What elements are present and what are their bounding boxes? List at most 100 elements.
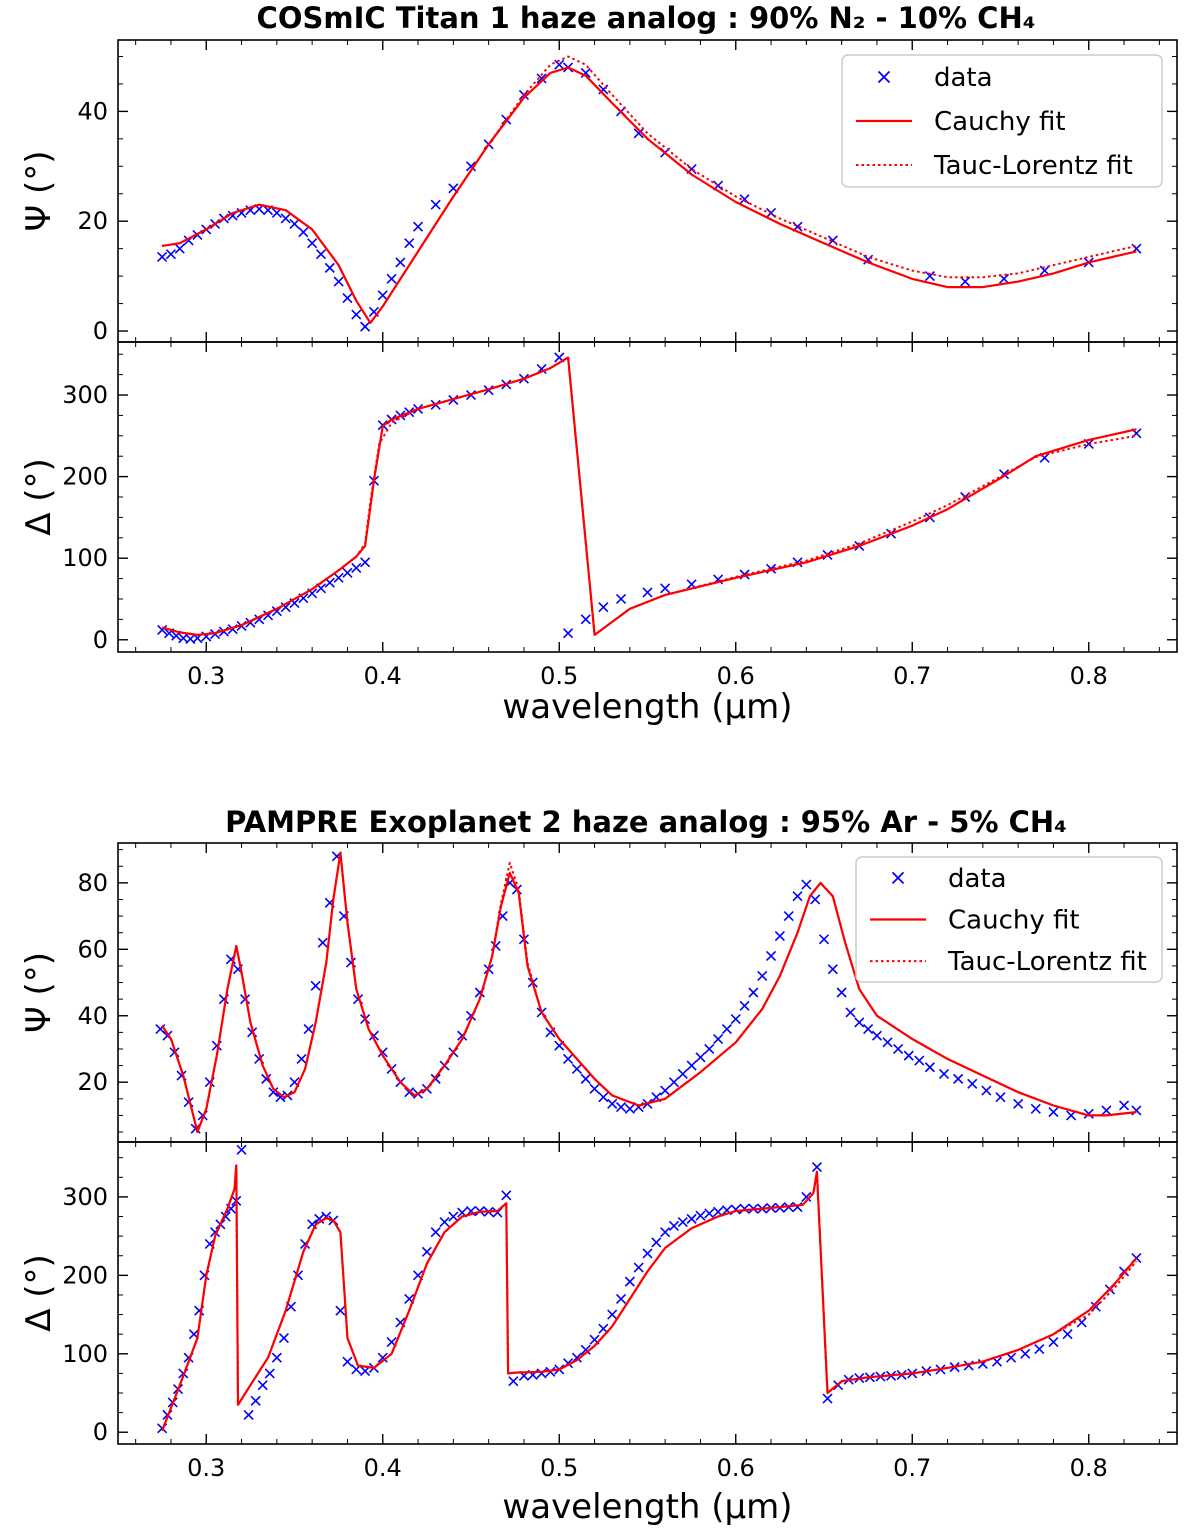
data-point — [333, 572, 344, 583]
cauchy-fit-line — [161, 1164, 1138, 1432]
data-point — [633, 128, 644, 139]
data-point — [421, 1246, 432, 1257]
data-point — [882, 1037, 893, 1048]
data-point — [651, 1237, 662, 1248]
data-point — [615, 1102, 627, 1113]
y-tick-label: 20 — [77, 207, 108, 235]
data-point — [827, 964, 838, 975]
y-tick-label: 0 — [93, 317, 108, 345]
data-point — [351, 309, 362, 320]
data-point — [713, 1033, 724, 1045]
y-axis-label: Δ (°) — [19, 458, 59, 536]
data-point — [342, 567, 353, 578]
data-point — [395, 257, 406, 268]
chart-title: COSmIC Titan 1 haze analog : 90% N₂ - 10… — [257, 1, 1036, 35]
y-axis-label: Ψ (°) — [19, 952, 59, 1033]
data-point — [668, 1220, 680, 1231]
x-axis-label: wavelength (μm) — [502, 687, 792, 727]
data-point — [165, 249, 177, 260]
data-point — [960, 276, 971, 287]
x-tick-label: 0.8 — [1070, 662, 1108, 690]
series-group — [157, 352, 1142, 645]
x-tick-label: 0.7 — [893, 662, 931, 690]
data-point — [430, 1227, 441, 1238]
data-point — [792, 891, 803, 902]
data-point — [677, 1068, 688, 1079]
panel-psi: 0 20 40 Ψ (°) — [19, 39, 1178, 345]
data-point — [633, 1262, 644, 1273]
plot-frame — [117, 1141, 1178, 1445]
legend: data Cauchy fit Tauc-Lorentz fit — [841, 54, 1163, 188]
data-point — [739, 1000, 750, 1011]
data-point — [871, 1030, 883, 1041]
data-point — [271, 1352, 282, 1363]
data-point — [157, 251, 168, 262]
data-point — [615, 593, 627, 605]
data-point — [783, 911, 794, 922]
data-point — [810, 894, 821, 905]
data-point — [360, 321, 371, 332]
data-point — [1083, 1108, 1094, 1119]
data-point — [1013, 1098, 1024, 1109]
y-tick-label: 60 — [77, 935, 108, 963]
data-point — [157, 624, 168, 636]
data-point — [704, 1208, 715, 1219]
data-point — [774, 930, 785, 942]
data-point — [811, 1162, 823, 1173]
x-tick-label: 0.5 — [540, 662, 578, 690]
x-tick-label: 0.3 — [187, 1454, 225, 1482]
x-tick-label: 0.4 — [364, 662, 402, 690]
data-point — [1020, 1348, 1031, 1359]
y-tick-label: 300 — [62, 381, 108, 409]
data-point — [342, 1356, 353, 1367]
data-point — [303, 1023, 314, 1035]
data-point — [589, 1083, 600, 1094]
series-group — [157, 55, 1142, 332]
legend-data-marker — [891, 871, 905, 884]
data-point — [721, 1023, 732, 1035]
data-point — [660, 1227, 671, 1238]
data-point — [264, 1368, 275, 1379]
data-point — [1030, 1103, 1041, 1114]
data-point — [615, 1293, 627, 1304]
data-point — [836, 987, 847, 998]
x-tick-label: 0.6 — [717, 1454, 755, 1482]
data-point — [677, 1216, 688, 1228]
data-point — [893, 1043, 904, 1055]
legend-data-marker — [877, 70, 891, 84]
data-point — [704, 1043, 715, 1055]
data-point — [695, 1052, 706, 1063]
data-point — [554, 59, 565, 70]
data-point — [360, 557, 371, 568]
data-point — [333, 276, 344, 287]
data-point — [317, 937, 328, 948]
data-point — [686, 1213, 697, 1224]
data-point — [607, 1309, 618, 1320]
data-point — [598, 1092, 609, 1103]
data-point — [863, 1023, 874, 1035]
y-tick-label: 100 — [62, 1340, 108, 1368]
data-point — [404, 238, 415, 249]
data-point — [1048, 1107, 1059, 1118]
y-tick-label: 40 — [77, 1002, 108, 1030]
data-point — [310, 980, 321, 991]
data-point — [280, 213, 291, 224]
data-point — [967, 1078, 978, 1089]
data-point — [580, 1344, 591, 1355]
data-point — [268, 1087, 279, 1098]
data-point — [508, 1376, 519, 1387]
data-point — [351, 562, 362, 574]
data-point — [314, 1213, 325, 1224]
data-point — [280, 602, 291, 613]
data-point — [501, 1190, 512, 1201]
legend-label: data — [948, 864, 1007, 894]
data-point — [739, 1203, 750, 1214]
data-point — [981, 1085, 992, 1096]
x-tick-label: 0.5 — [540, 1454, 578, 1482]
data-point — [430, 199, 441, 210]
data-point — [580, 67, 591, 79]
legend-label: Tauc-Lorentz fit — [933, 151, 1133, 181]
y-tick-label: 80 — [77, 869, 108, 897]
data-point — [765, 950, 777, 962]
legend-label: Cauchy fit — [948, 906, 1080, 936]
